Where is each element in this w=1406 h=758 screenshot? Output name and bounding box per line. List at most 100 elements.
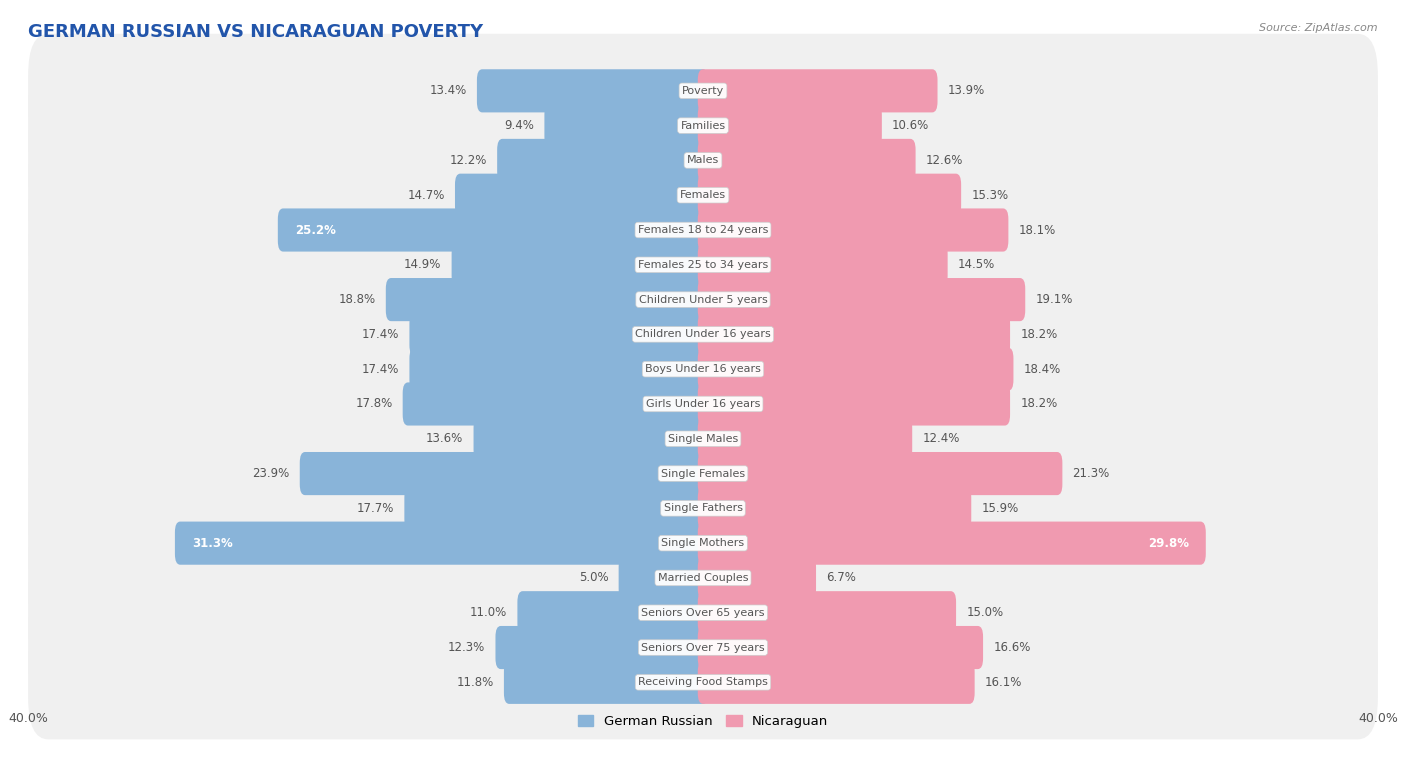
- FancyBboxPatch shape: [278, 208, 709, 252]
- Text: 16.6%: 16.6%: [993, 641, 1031, 654]
- FancyBboxPatch shape: [28, 486, 1378, 600]
- FancyBboxPatch shape: [409, 348, 709, 391]
- FancyBboxPatch shape: [28, 556, 1378, 670]
- Text: 12.4%: 12.4%: [922, 432, 960, 445]
- FancyBboxPatch shape: [28, 451, 1378, 565]
- FancyBboxPatch shape: [697, 417, 912, 460]
- FancyBboxPatch shape: [385, 278, 709, 321]
- Text: 17.4%: 17.4%: [361, 362, 399, 376]
- FancyBboxPatch shape: [697, 174, 962, 217]
- Text: Females 25 to 34 years: Females 25 to 34 years: [638, 260, 768, 270]
- Text: Girls Under 16 years: Girls Under 16 years: [645, 399, 761, 409]
- Text: 17.4%: 17.4%: [361, 328, 399, 341]
- Text: Seniors Over 75 years: Seniors Over 75 years: [641, 643, 765, 653]
- Text: 12.6%: 12.6%: [925, 154, 963, 167]
- Text: Children Under 16 years: Children Under 16 years: [636, 330, 770, 340]
- Text: 13.4%: 13.4%: [430, 84, 467, 97]
- Text: Females 18 to 24 years: Females 18 to 24 years: [638, 225, 768, 235]
- Text: 25.2%: 25.2%: [295, 224, 336, 236]
- FancyBboxPatch shape: [474, 417, 709, 460]
- Text: 21.3%: 21.3%: [1073, 467, 1109, 480]
- FancyBboxPatch shape: [697, 626, 983, 669]
- Text: 17.8%: 17.8%: [356, 397, 392, 411]
- Text: 14.7%: 14.7%: [408, 189, 444, 202]
- FancyBboxPatch shape: [697, 243, 948, 287]
- FancyBboxPatch shape: [697, 278, 1025, 321]
- Text: 15.0%: 15.0%: [966, 606, 1004, 619]
- FancyBboxPatch shape: [28, 277, 1378, 391]
- FancyBboxPatch shape: [697, 487, 972, 530]
- Text: 31.3%: 31.3%: [191, 537, 232, 550]
- Legend: German Russian, Nicaraguan: German Russian, Nicaraguan: [572, 709, 834, 733]
- FancyBboxPatch shape: [477, 69, 709, 112]
- Text: 18.4%: 18.4%: [1024, 362, 1060, 376]
- FancyBboxPatch shape: [28, 521, 1378, 635]
- FancyBboxPatch shape: [697, 348, 1014, 391]
- FancyBboxPatch shape: [495, 626, 709, 669]
- Text: 16.1%: 16.1%: [984, 676, 1022, 689]
- Text: 19.1%: 19.1%: [1035, 293, 1073, 306]
- Text: 11.8%: 11.8%: [457, 676, 494, 689]
- Text: Married Couples: Married Couples: [658, 573, 748, 583]
- FancyBboxPatch shape: [28, 138, 1378, 252]
- Text: 18.8%: 18.8%: [339, 293, 375, 306]
- FancyBboxPatch shape: [28, 590, 1378, 705]
- FancyBboxPatch shape: [498, 139, 709, 182]
- FancyBboxPatch shape: [619, 556, 709, 600]
- FancyBboxPatch shape: [28, 416, 1378, 531]
- FancyBboxPatch shape: [697, 452, 1063, 495]
- FancyBboxPatch shape: [697, 661, 974, 704]
- FancyBboxPatch shape: [28, 173, 1378, 287]
- Text: 5.0%: 5.0%: [579, 572, 609, 584]
- Text: 14.5%: 14.5%: [957, 258, 995, 271]
- Text: 12.3%: 12.3%: [449, 641, 485, 654]
- Text: Single Females: Single Females: [661, 468, 745, 478]
- Text: Receiving Food Stamps: Receiving Food Stamps: [638, 678, 768, 688]
- FancyBboxPatch shape: [517, 591, 709, 634]
- Text: Children Under 5 years: Children Under 5 years: [638, 295, 768, 305]
- Text: Females: Females: [681, 190, 725, 200]
- FancyBboxPatch shape: [28, 625, 1378, 739]
- FancyBboxPatch shape: [544, 104, 709, 147]
- Text: 12.2%: 12.2%: [450, 154, 486, 167]
- FancyBboxPatch shape: [299, 452, 709, 495]
- Text: Families: Families: [681, 121, 725, 130]
- FancyBboxPatch shape: [697, 69, 938, 112]
- Text: 18.2%: 18.2%: [1021, 328, 1057, 341]
- FancyBboxPatch shape: [697, 382, 1010, 425]
- FancyBboxPatch shape: [697, 104, 882, 147]
- Text: 6.7%: 6.7%: [827, 572, 856, 584]
- FancyBboxPatch shape: [697, 591, 956, 634]
- Text: 9.4%: 9.4%: [505, 119, 534, 132]
- FancyBboxPatch shape: [697, 208, 1008, 252]
- Text: 14.9%: 14.9%: [404, 258, 441, 271]
- Text: Males: Males: [688, 155, 718, 165]
- Text: Single Mothers: Single Mothers: [661, 538, 745, 548]
- Text: Single Males: Single Males: [668, 434, 738, 443]
- FancyBboxPatch shape: [405, 487, 709, 530]
- FancyBboxPatch shape: [503, 661, 709, 704]
- Text: 10.6%: 10.6%: [891, 119, 929, 132]
- Text: 18.2%: 18.2%: [1021, 397, 1057, 411]
- FancyBboxPatch shape: [456, 174, 709, 217]
- Text: 23.9%: 23.9%: [253, 467, 290, 480]
- FancyBboxPatch shape: [28, 68, 1378, 183]
- Text: 29.8%: 29.8%: [1147, 537, 1189, 550]
- FancyBboxPatch shape: [402, 382, 709, 425]
- FancyBboxPatch shape: [28, 382, 1378, 496]
- FancyBboxPatch shape: [451, 243, 709, 287]
- FancyBboxPatch shape: [697, 522, 1206, 565]
- FancyBboxPatch shape: [697, 139, 915, 182]
- Text: Single Fathers: Single Fathers: [664, 503, 742, 513]
- Text: 18.1%: 18.1%: [1018, 224, 1056, 236]
- FancyBboxPatch shape: [174, 522, 709, 565]
- FancyBboxPatch shape: [28, 243, 1378, 357]
- FancyBboxPatch shape: [409, 313, 709, 356]
- Text: 13.6%: 13.6%: [426, 432, 464, 445]
- Text: 15.9%: 15.9%: [981, 502, 1018, 515]
- FancyBboxPatch shape: [697, 556, 815, 600]
- FancyBboxPatch shape: [28, 312, 1378, 426]
- Text: Source: ZipAtlas.com: Source: ZipAtlas.com: [1260, 23, 1378, 33]
- FancyBboxPatch shape: [697, 313, 1010, 356]
- Text: Seniors Over 65 years: Seniors Over 65 years: [641, 608, 765, 618]
